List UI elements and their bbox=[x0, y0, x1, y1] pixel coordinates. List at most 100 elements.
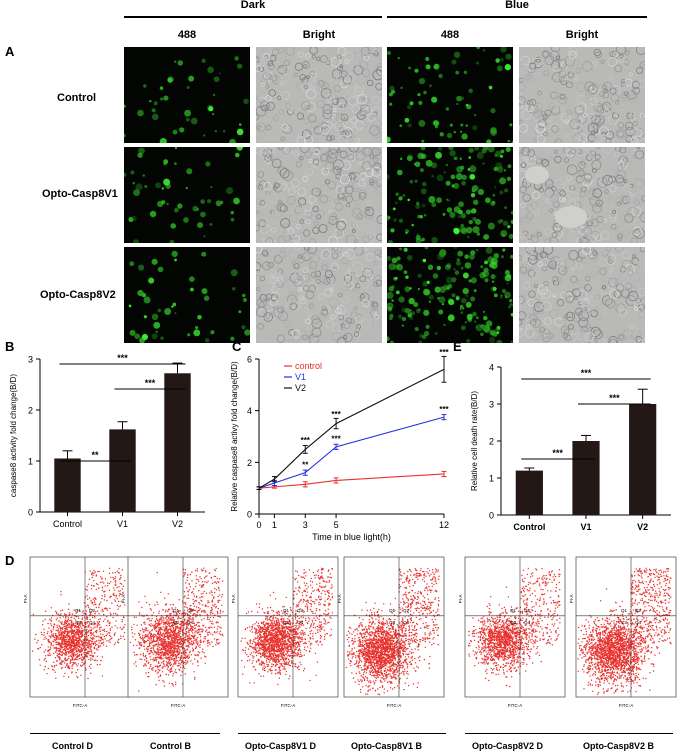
condition-header-dark: Dark bbox=[240, 0, 266, 11]
x-axis-label: FITC-A bbox=[171, 703, 186, 708]
x-tick-label: 0 bbox=[256, 520, 261, 530]
x-tick-label: 3 bbox=[303, 520, 308, 530]
legend-label: V1 bbox=[295, 372, 306, 382]
bar bbox=[572, 441, 600, 515]
quadrant-label: Q1 bbox=[75, 608, 82, 613]
x-tick-label: Control bbox=[53, 519, 82, 529]
significance-label: *** bbox=[145, 378, 156, 388]
row-label-control: Control bbox=[57, 92, 97, 104]
y-axis-label: PI-A bbox=[569, 595, 574, 604]
x-tick-label: V1 bbox=[117, 519, 128, 529]
x-axis-label: FITC-A bbox=[619, 703, 634, 708]
row-label-v1: Opto-Casp8V1 bbox=[42, 188, 118, 200]
condition-header-blue: Blue bbox=[505, 0, 529, 11]
x-axis-label: FITC-A bbox=[387, 703, 402, 708]
x-tick-label: 1 bbox=[272, 520, 277, 530]
quadrant-label: Q4 bbox=[187, 620, 194, 625]
panel-letter-b: B bbox=[5, 339, 15, 354]
quadrant-label: Q1 bbox=[173, 608, 180, 613]
plot-frame bbox=[575, 556, 677, 698]
row-label-v2: Opto-Casp8V2 bbox=[40, 289, 116, 301]
y-tick-label: 2 bbox=[489, 437, 494, 447]
significance-label: *** bbox=[117, 353, 128, 363]
significance-label: ** bbox=[91, 450, 99, 460]
y-axis-label: Relative cell death rate(B/D) bbox=[470, 391, 479, 491]
flow-caption: Opto-Casp8V1 D bbox=[244, 741, 316, 751]
y-axis-label: caspase8 activity fold change(B/D) bbox=[9, 374, 18, 498]
flow-caption: Opto-Casp8V1 B bbox=[350, 741, 422, 751]
brightfield-image bbox=[519, 47, 645, 143]
x-tick-label: V2 bbox=[172, 519, 183, 529]
quadrant-label: Q3 bbox=[510, 620, 517, 625]
quadrant-label: Q2 bbox=[187, 608, 194, 613]
brightfield-image bbox=[256, 147, 382, 243]
plot-frame bbox=[464, 556, 566, 698]
series-line bbox=[258, 473, 445, 489]
flow-plot: Q1 Q2 Q3 Q4 FITC-A PI-A bbox=[458, 556, 566, 708]
quadrant-label: Q2 bbox=[403, 608, 410, 613]
quadrant-label: Q3 bbox=[173, 620, 180, 625]
significance-label: *** bbox=[439, 348, 449, 357]
y-tick-label: 0 bbox=[489, 511, 494, 521]
quadrant-label: Q3 bbox=[389, 620, 396, 625]
y-tick-label: 4 bbox=[489, 363, 494, 373]
flow-plot: Q1 Q2 Q3 Q4 FITC-A PI-A bbox=[231, 556, 339, 708]
quadrant-label: Q4 bbox=[89, 620, 96, 625]
fluorescence-image bbox=[387, 147, 513, 243]
flow-plot: Q1 Q2 Q3 Q4 FITC-A PI-A bbox=[569, 556, 677, 708]
fluorescence-image bbox=[124, 147, 250, 243]
x-axis-label: FITC-A bbox=[73, 703, 88, 708]
bar bbox=[164, 373, 191, 512]
y-axis-label: PI-A bbox=[23, 595, 28, 604]
channel-header-bright-blue: Bright bbox=[565, 29, 599, 41]
significance-label: ** bbox=[302, 461, 309, 470]
quadrant-label: Q4 bbox=[635, 620, 642, 625]
y-tick-label: 6 bbox=[247, 355, 252, 365]
y-tick-label: 0 bbox=[28, 508, 33, 518]
fluorescence-image bbox=[387, 47, 513, 143]
flow-plot: Q1 Q2 Q3 Q4 FITC-A PI-A bbox=[121, 556, 229, 708]
bar bbox=[109, 429, 136, 512]
y-axis-label: PI-A bbox=[458, 595, 463, 604]
condition-bar-dark bbox=[124, 16, 382, 18]
quadrant-label: Q2 bbox=[635, 608, 642, 613]
brightfield-image bbox=[519, 247, 645, 343]
flow-caption: Control D bbox=[52, 741, 93, 751]
y-tick-label: 3 bbox=[28, 355, 33, 365]
bar bbox=[54, 458, 81, 512]
quadrant-label: Q2 bbox=[297, 608, 304, 613]
significance-label: *** bbox=[331, 410, 341, 419]
bar bbox=[515, 470, 543, 515]
legend-label: V2 bbox=[295, 383, 306, 393]
chart-e: 0 1 2 3 4 Relative cell death rate(B/D) Contro… bbox=[470, 363, 671, 532]
y-axis-label: Relative caspase8 activy fold change(B/D… bbox=[230, 361, 239, 512]
significance-label: *** bbox=[552, 448, 563, 458]
significance-label: *** bbox=[301, 436, 311, 445]
y-tick-label: 2 bbox=[28, 406, 33, 416]
panel-letter-c: C bbox=[232, 339, 242, 354]
y-tick-label: 0 bbox=[247, 510, 252, 520]
channel-header-bright-dark: Bright bbox=[302, 29, 336, 41]
significance-label: *** bbox=[581, 368, 592, 378]
condition-bar-blue bbox=[387, 16, 647, 18]
quadrant-label: Q3 bbox=[75, 620, 82, 625]
brightfield-image bbox=[519, 147, 645, 243]
significance-label: *** bbox=[609, 393, 620, 403]
quadrant-label: Q4 bbox=[524, 620, 531, 625]
quadrant-label: Q3 bbox=[621, 620, 628, 625]
chart-b: 0 1 2 3 caspase8 activity fold change(B/D) Co… bbox=[9, 353, 205, 529]
group-bar bbox=[465, 733, 673, 734]
quadrant-label: Q1 bbox=[510, 608, 517, 613]
flow-caption: Opto-Casp8V2 D bbox=[471, 741, 543, 751]
flow-plot: Q1 Q2 Q3 Q4 FITC-A PI-A bbox=[337, 556, 445, 708]
brightfield-image bbox=[256, 247, 382, 343]
flow-plot: Q1 Q2 Q3 Q4 FITC-A PI-A bbox=[23, 556, 131, 708]
quadrant-label: Q1 bbox=[621, 608, 628, 613]
channel-header-488-dark: 488 bbox=[177, 29, 197, 41]
x-axis-label: FITC-A bbox=[281, 703, 296, 708]
x-axis-label: FITC-A bbox=[508, 703, 523, 708]
series-line bbox=[258, 368, 445, 489]
quadrant-label: Q4 bbox=[403, 620, 410, 625]
quadrant-label: Q3 bbox=[283, 620, 290, 625]
significance-label: *** bbox=[331, 435, 341, 444]
